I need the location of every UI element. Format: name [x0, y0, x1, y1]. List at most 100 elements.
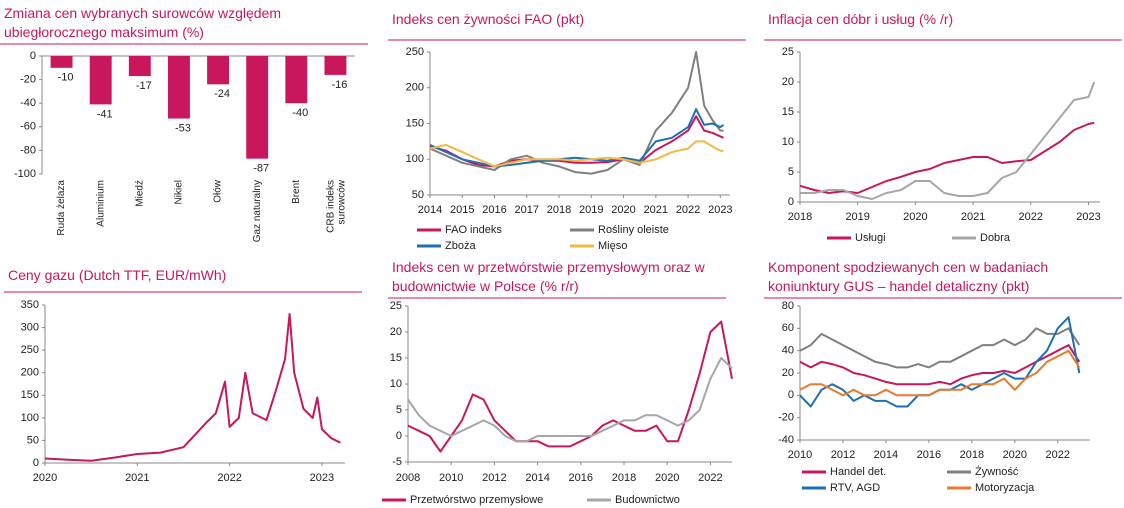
- x-tick-label: Nikiel: [174, 180, 185, 204]
- x-tick-label: 2018: [960, 449, 984, 461]
- y-tick-label: 350: [21, 299, 39, 311]
- x-tick-label: 2008: [396, 472, 420, 484]
- x-tick-label: 2019: [579, 204, 603, 216]
- y-tick-label: 0: [33, 457, 39, 469]
- y-tick-label: 300: [21, 321, 39, 333]
- x-tick-label: 2020: [1003, 449, 1027, 461]
- bar: [207, 56, 230, 85]
- legend-label: Usługi: [855, 232, 886, 244]
- x-tick-label: 2016: [569, 472, 593, 484]
- x-tick-label: 2021: [961, 211, 985, 223]
- line-series: [429, 140, 724, 168]
- y-tick-label: 150: [21, 389, 39, 401]
- x-tick-label: 2020: [655, 472, 679, 484]
- value-label: -17: [136, 80, 152, 92]
- bar: [324, 56, 347, 75]
- y-tick-label: 0: [788, 196, 794, 208]
- y-tick-label: 10: [782, 136, 794, 148]
- y-tick-label: 25: [782, 46, 794, 58]
- x-tick-label: 2012: [831, 449, 855, 461]
- line-series: [429, 51, 724, 175]
- x-tick-label: 2020: [903, 211, 927, 223]
- y-tick-label: -80: [20, 144, 36, 156]
- x-tick-label: Brent: [291, 180, 302, 204]
- x-tick-label: Miedź: [134, 180, 145, 207]
- x-tick-label: 2023: [1076, 211, 1100, 223]
- value-label: -16: [331, 79, 347, 91]
- y-tick-label: -60: [20, 121, 36, 133]
- x-tick-label: 2018: [612, 472, 636, 484]
- chart-title: Zmiana cen wybranych surowców względem u…: [4, 5, 281, 40]
- x-tick-label: CRB indekssurowców: [325, 179, 347, 233]
- bar: [285, 56, 308, 104]
- legend-label: Przetwórstwo przemysłowe: [410, 494, 543, 506]
- x-tick-label: 2020: [33, 472, 57, 484]
- line-series: [407, 320, 733, 453]
- bar: [128, 56, 151, 77]
- y-tick-label: 0: [30, 50, 36, 62]
- chart-title: Ceny gazu (Dutch TTF, EUR/mWh): [8, 267, 227, 283]
- x-tick-label: 2014: [874, 449, 898, 461]
- y-tick-label: 250: [406, 46, 424, 58]
- y-tick-label: 0: [396, 430, 402, 442]
- x-tick-label: 2023: [310, 472, 334, 484]
- x-tick-label: 2019: [845, 211, 869, 223]
- y-tick-label: -20: [778, 412, 794, 424]
- legend-label: Mięso: [598, 240, 627, 252]
- legend-label: RTV, AGD: [830, 482, 880, 494]
- legend-label: Rośliny oleiste: [598, 224, 669, 236]
- value-label: -10: [58, 72, 74, 84]
- value-label: -40: [292, 107, 308, 119]
- value-label: -41: [97, 108, 113, 120]
- bar: [89, 56, 112, 105]
- y-tick-label: 25: [390, 300, 402, 312]
- y-tick-label: 10: [390, 378, 402, 390]
- legend-label: Handel det.: [830, 466, 886, 478]
- line-series: [407, 357, 733, 443]
- y-tick-label: 100: [21, 412, 39, 424]
- x-tick-label: Aluminium: [95, 180, 106, 227]
- x-tick-label: 2020: [611, 204, 635, 216]
- x-tick-label: 2018: [547, 204, 571, 216]
- y-tick-label: 80: [782, 300, 794, 312]
- x-tick-label: 2022: [676, 204, 700, 216]
- line-series: [799, 327, 1081, 369]
- x-tick-label: 2014: [525, 472, 549, 484]
- y-tick-label: 20: [390, 326, 402, 338]
- x-tick-label: 2022: [698, 472, 722, 484]
- y-tick-label: -40: [778, 434, 794, 446]
- line-series: [800, 81, 1096, 200]
- value-label: -53: [175, 122, 191, 134]
- line-series: [429, 115, 724, 168]
- x-tick-label: 2015: [450, 204, 474, 216]
- line-series: [429, 108, 725, 168]
- y-tick-label: -20: [20, 74, 36, 86]
- x-tick-label: 2016: [917, 449, 941, 461]
- x-tick-label: 2021: [125, 472, 149, 484]
- bar: [167, 56, 190, 119]
- y-tick-label: 20: [782, 76, 794, 88]
- legend-label: Motoryzacja: [975, 482, 1035, 494]
- line-series: [799, 349, 1081, 397]
- y-tick-label: 150: [406, 117, 424, 129]
- y-tick-label: 60: [782, 322, 794, 334]
- y-tick-label: -5: [392, 456, 402, 468]
- x-tick-label: 2016: [482, 204, 506, 216]
- legend-label: Dobra: [980, 232, 1011, 244]
- y-tick-label: 40: [782, 345, 794, 357]
- y-tick-label: 15: [782, 106, 794, 118]
- x-tick-label: 2018: [788, 211, 812, 223]
- chart-title: Komponent spodziewanych cen w badaniach …: [768, 259, 1049, 294]
- chart-title: Indeks cen żywności FAO (pkt): [392, 11, 585, 27]
- y-tick-label: 200: [406, 82, 424, 94]
- bar: [50, 56, 73, 68]
- y-tick-label: 15: [390, 352, 402, 364]
- x-tick-label: 2010: [439, 472, 463, 484]
- x-tick-label: 2017: [515, 204, 539, 216]
- legend-label: Zboża: [445, 240, 476, 252]
- chart-title: Indeks cen w przetwórstwie przemysłowym …: [392, 259, 705, 294]
- y-tick-label: 5: [788, 166, 794, 178]
- x-tick-label: 2021: [644, 204, 668, 216]
